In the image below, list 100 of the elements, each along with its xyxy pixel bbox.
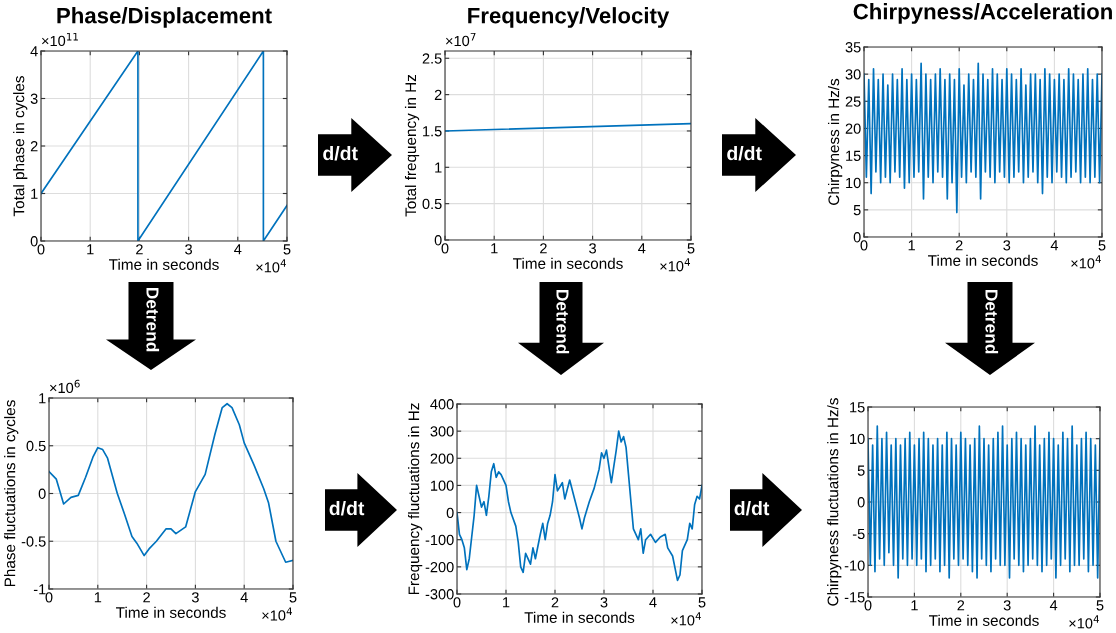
x-tick-label: 4	[638, 243, 646, 254]
x-tick-label: 3	[1003, 600, 1011, 611]
y-tick-label: 0.5	[422, 198, 442, 210]
y-tick-label: -300	[425, 589, 454, 600]
x-tick-label: 1	[491, 243, 498, 254]
text: ×10$^{4}$	[660, 258, 691, 272]
x-tick-label: 5	[698, 597, 706, 608]
text: d/dt	[323, 145, 358, 161]
y-tick-label: 15	[846, 150, 861, 161]
y-tick-label: -10	[844, 560, 865, 571]
y-tick-label: 4	[30, 46, 38, 57]
y-tick-label: -5	[852, 528, 865, 540]
x-axis-title: Time in seconds	[109, 258, 219, 270]
x-tick-label: 4	[649, 597, 657, 608]
x-tick-label: 2	[955, 240, 963, 251]
x-tick-label: 5	[1096, 600, 1104, 611]
x-tick-label: 1	[908, 240, 915, 251]
y-axis-title: Chirpyness in Hz/s	[827, 78, 843, 205]
x-tick-label: 2	[136, 244, 143, 255]
text: ×10$^{7}$	[446, 32, 476, 47]
y-tick-label: 0	[853, 232, 861, 243]
x-tick-label: 3	[600, 597, 608, 608]
line-series	[864, 62, 1102, 214]
text: Detrend	[146, 287, 160, 352]
y-tick-label: 200	[430, 453, 454, 464]
chart-title: Phase/Displacement	[57, 7, 272, 28]
y-axis-title: Total frequency in Hz	[404, 74, 420, 217]
x-tick-label: 5	[1098, 240, 1106, 251]
y-tick-label: -0.5	[21, 536, 46, 547]
x-axis-title: Time in seconds	[513, 257, 623, 269]
text: Detrend	[985, 290, 999, 354]
y-tick-label: -100	[425, 534, 454, 546]
x-tick-label: 1	[94, 592, 102, 603]
x-tick-label: 4	[1049, 600, 1058, 611]
y-tick-label: 1	[435, 162, 442, 173]
y-tick-label: 1	[31, 188, 38, 199]
y-tick-label: 100	[431, 480, 454, 491]
y-tick-label: 5	[853, 205, 861, 216]
y-tick-label: 2.5	[422, 53, 442, 64]
x-tick-label: 0	[864, 600, 872, 611]
x-tick-label: 4	[240, 592, 248, 603]
x-tick-label: 0	[453, 597, 461, 608]
y-tick-label: 400	[430, 399, 454, 410]
line-series	[49, 402, 293, 564]
text: Detrend	[556, 290, 570, 354]
x-tick-label: 4	[1050, 240, 1059, 251]
text: ×10$^{4}$	[671, 612, 702, 626]
line-series	[41, 51, 287, 241]
y-tick-label: 2	[434, 89, 442, 100]
chart-title: Chirpyness/Acceleration	[853, 3, 1112, 24]
x-tick-label: 1	[87, 244, 94, 255]
x-tick-label: 3	[191, 592, 199, 603]
x-tick-label: 3	[1003, 240, 1011, 251]
x-tick-label: 1	[503, 597, 510, 608]
x-tick-label: 2	[540, 243, 547, 254]
y-tick-label: 0	[857, 497, 865, 508]
text: ×10$^{6}$	[50, 379, 80, 394]
text: ×10$^{11}$	[42, 32, 78, 47]
text: ×10$^{4}$	[256, 259, 287, 273]
line-series	[868, 425, 1100, 579]
text: ×10$^{4}$	[262, 607, 293, 621]
x-axis-title: Time in seconds	[116, 606, 226, 618]
x-tick-label: 5	[283, 244, 291, 255]
x-tick-label: 5	[289, 592, 297, 603]
x-tick-label: 3	[589, 243, 597, 254]
x-tick-label: 2	[551, 597, 559, 608]
text: ×10$^{4}$	[1071, 255, 1102, 269]
y-tick-label: -15	[844, 592, 865, 603]
y-tick-label: 0.5	[26, 440, 46, 452]
x-tick-label: 0	[45, 592, 53, 603]
y-tick-label: 10	[850, 433, 865, 445]
y-axis-title: Frequency fluctuations in Hz	[408, 403, 423, 595]
y-tick-label: 20	[845, 123, 861, 134]
text: d/dt	[734, 500, 770, 516]
x-tick-label: 4	[234, 244, 242, 255]
y-axis-title: Chirpyness fluctuations in Hz/s	[827, 398, 842, 606]
x-axis-title: Time in seconds	[524, 611, 635, 623]
x-axis-title: Time in seconds	[929, 614, 1039, 626]
y-tick-label: 2	[30, 141, 38, 152]
y-tick-label: 15	[850, 402, 865, 413]
x-tick-label: 2	[143, 592, 150, 603]
text: d/dt	[329, 500, 365, 516]
y-tick-label: -1	[33, 584, 46, 595]
y-tick-label: 0	[446, 507, 454, 518]
x-tick-label: 3	[185, 244, 193, 255]
chart-title: Frequency/Velocity	[468, 7, 670, 28]
y-tick-label: 1	[39, 393, 46, 404]
y-tick-label: 0	[38, 488, 46, 499]
line-series	[457, 430, 702, 582]
y-axis-title: Phase fluctuations in cycles	[4, 400, 19, 587]
y-tick-label: 30	[845, 69, 861, 80]
y-tick-label: 1.5	[423, 126, 442, 137]
x-tick-label: 1	[911, 600, 918, 611]
x-axis-title: Time in seconds	[928, 254, 1038, 266]
text: ×10$^{4}$	[1069, 615, 1100, 629]
y-tick-label: -200	[425, 561, 454, 573]
y-axis-title: Total phase in cycles	[13, 76, 28, 217]
y-tick-label: 3	[30, 93, 38, 104]
y-tick-label: 5	[857, 465, 865, 476]
y-tick-label: 25	[845, 96, 861, 107]
